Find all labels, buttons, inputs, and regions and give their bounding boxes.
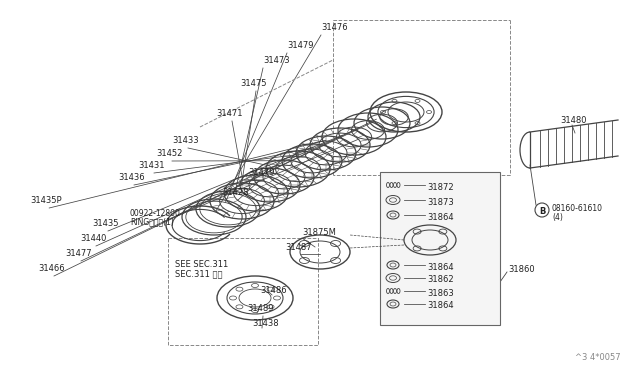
Text: 31433: 31433 xyxy=(172,136,198,145)
Text: 31452: 31452 xyxy=(156,149,182,158)
Text: 31480: 31480 xyxy=(560,116,586,125)
Text: 31873: 31873 xyxy=(427,198,454,206)
Text: 31486: 31486 xyxy=(260,286,287,295)
Text: 31863: 31863 xyxy=(427,289,454,298)
Text: 31466: 31466 xyxy=(38,264,65,273)
Text: 31475: 31475 xyxy=(240,79,266,88)
Text: (4): (4) xyxy=(552,212,563,221)
Text: 31479: 31479 xyxy=(287,41,314,50)
Text: ^3 4*0057: ^3 4*0057 xyxy=(575,353,621,362)
Bar xyxy=(380,172,500,325)
Text: 31487: 31487 xyxy=(285,243,312,252)
Text: 31862: 31862 xyxy=(427,276,454,285)
Text: 31864: 31864 xyxy=(427,263,454,272)
Text: 31435P: 31435P xyxy=(30,196,61,205)
Text: 31489: 31489 xyxy=(247,304,273,313)
Text: 31438: 31438 xyxy=(252,319,278,328)
Text: B: B xyxy=(539,206,545,215)
Text: 31875M: 31875M xyxy=(302,228,336,237)
Text: 31872: 31872 xyxy=(427,183,454,192)
Text: 31864: 31864 xyxy=(427,212,454,221)
Text: 31860: 31860 xyxy=(508,266,534,275)
Text: 31473: 31473 xyxy=(263,56,290,65)
Text: 31479: 31479 xyxy=(248,168,275,177)
Text: 31431: 31431 xyxy=(138,161,164,170)
Text: RINGリング(1): RINGリング(1) xyxy=(130,217,174,226)
Text: 31428: 31428 xyxy=(222,188,248,197)
Text: 31440: 31440 xyxy=(80,234,106,243)
Text: 08160-61610: 08160-61610 xyxy=(552,203,603,212)
Text: 31477: 31477 xyxy=(65,249,92,258)
Text: 31435: 31435 xyxy=(92,219,118,228)
Text: 31476: 31476 xyxy=(321,23,348,32)
Text: 31436: 31436 xyxy=(118,173,145,182)
Text: SEC.311 参照: SEC.311 参照 xyxy=(175,269,223,278)
Text: 31864: 31864 xyxy=(427,301,454,311)
Text: 31471: 31471 xyxy=(216,109,243,118)
Text: SEE SEC.311: SEE SEC.311 xyxy=(175,260,228,269)
Text: 00922-12800: 00922-12800 xyxy=(130,209,181,218)
